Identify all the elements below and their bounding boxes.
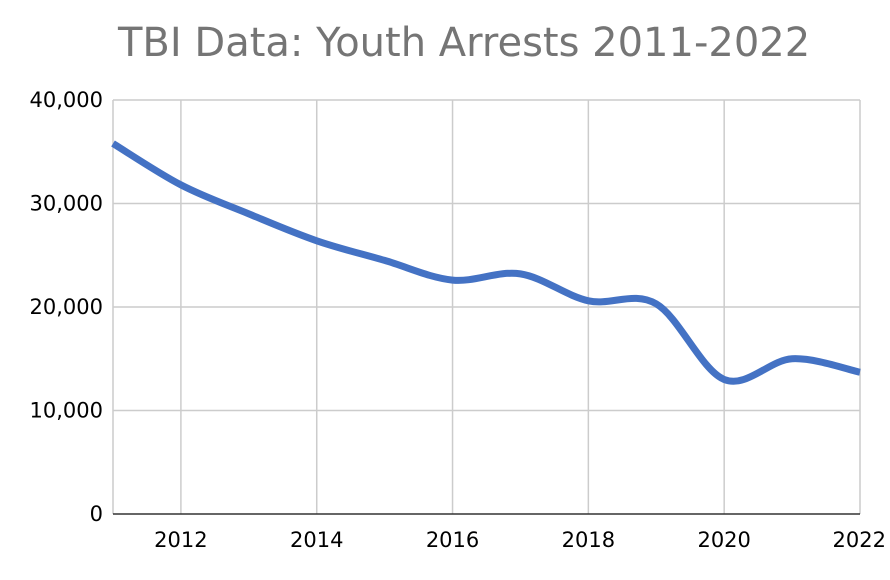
x-axis-tick-labels: 2012 2014 2016 2018 2020 2022 (154, 528, 886, 552)
grid-layer (112, 99, 861, 514)
series-layer (110, 140, 863, 385)
data-point (721, 376, 727, 382)
data-point (789, 356, 795, 362)
data-point (314, 238, 320, 244)
data-point (517, 271, 523, 277)
data-point (382, 257, 388, 263)
data-point (178, 182, 184, 188)
data-point (110, 140, 116, 146)
series-line-1 (111, 140, 861, 385)
y-tick-label: 0 (90, 502, 103, 526)
data-point (585, 298, 591, 304)
x-tick-label: 2012 (154, 528, 207, 552)
chart-title: TBI Data: Youth Arrests 2011-2022 (118, 20, 811, 66)
x-tick-label: 2020 (697, 528, 750, 552)
data-point (857, 369, 863, 375)
x-tick-label: 2022 (833, 528, 886, 552)
y-tick-label: 10,000 (30, 399, 103, 423)
x-tick-label: 2018 (562, 528, 615, 552)
x-tick-label: 2016 (426, 528, 479, 552)
data-point (653, 301, 659, 307)
y-tick-label: 40,000 (30, 88, 103, 112)
y-tick-label: 30,000 (30, 192, 103, 216)
y-axis-tick-labels: 0 10,000 20,000 30,000 40,000 (30, 88, 103, 526)
data-point (246, 211, 252, 217)
x-tick-label: 2014 (290, 528, 343, 552)
y-tick-label: 20,000 (30, 295, 103, 319)
data-point (450, 277, 456, 283)
